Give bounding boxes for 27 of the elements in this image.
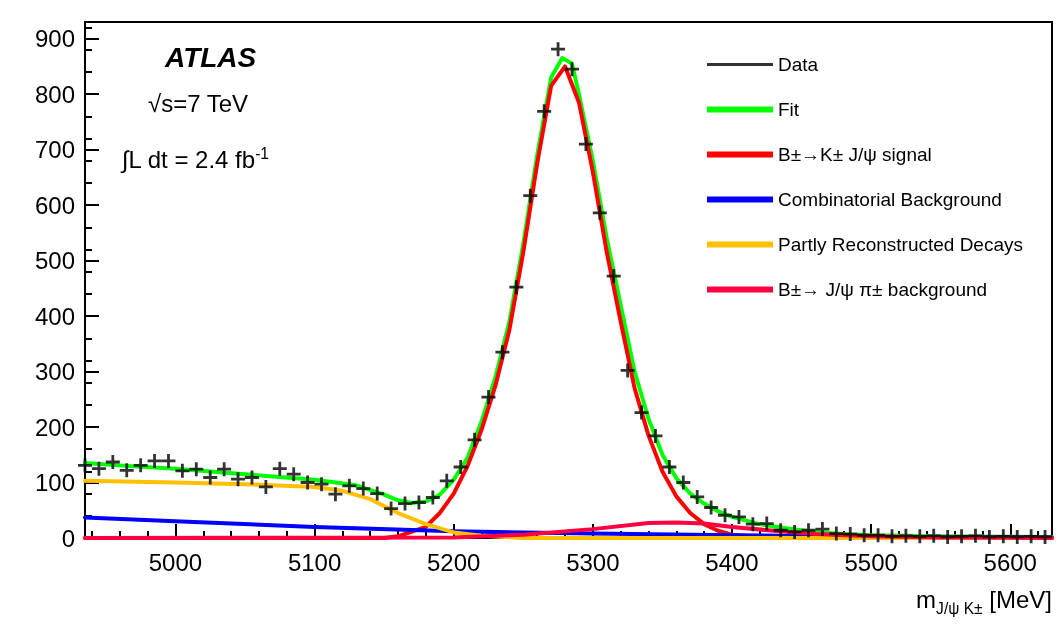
y-tick-label: 300	[34, 358, 75, 386]
y-tick-label: 500	[34, 247, 75, 275]
y-tick-label: 0	[61, 524, 75, 552]
annotation: ATLAS	[165, 42, 257, 74]
y-tick-label: 700	[34, 136, 75, 164]
y-tick-label: 200	[34, 413, 75, 441]
legend-label: Data	[778, 54, 819, 75]
y-tick-label: 100	[34, 469, 75, 497]
legend-label: Combinatorial Background	[778, 189, 1002, 210]
y-tick-label: 900	[34, 25, 75, 53]
annotation: ∫L dt = 2.4 fb$^{-1}$	[122, 145, 269, 174]
y-tick-label: 400	[34, 302, 75, 330]
legend-label: Fit	[778, 99, 800, 120]
x-tick-label: 5600	[983, 548, 1037, 576]
y-tick-label: 800	[34, 80, 75, 108]
x-tick-label: 5000	[148, 548, 203, 576]
x-axis-title: m$_{J/ψ K±}$ [MeV]	[916, 586, 1052, 618]
x-tick-label: 5200	[427, 548, 481, 576]
x-tick-label: 5500	[844, 548, 898, 576]
x-tick-label: 5300	[566, 548, 620, 576]
y-tick-label: 600	[34, 191, 75, 219]
x-tick-label: 5400	[705, 548, 759, 576]
legend-label: B±→ J/ψ π± background	[778, 279, 988, 300]
legend-label: B±→K± J/ψ signal	[778, 144, 932, 165]
annotation: √s=7 TeV	[148, 90, 249, 118]
legend-label: Partly Reconstructed Decays	[778, 234, 1024, 255]
x-tick-label: 5100	[287, 548, 342, 576]
